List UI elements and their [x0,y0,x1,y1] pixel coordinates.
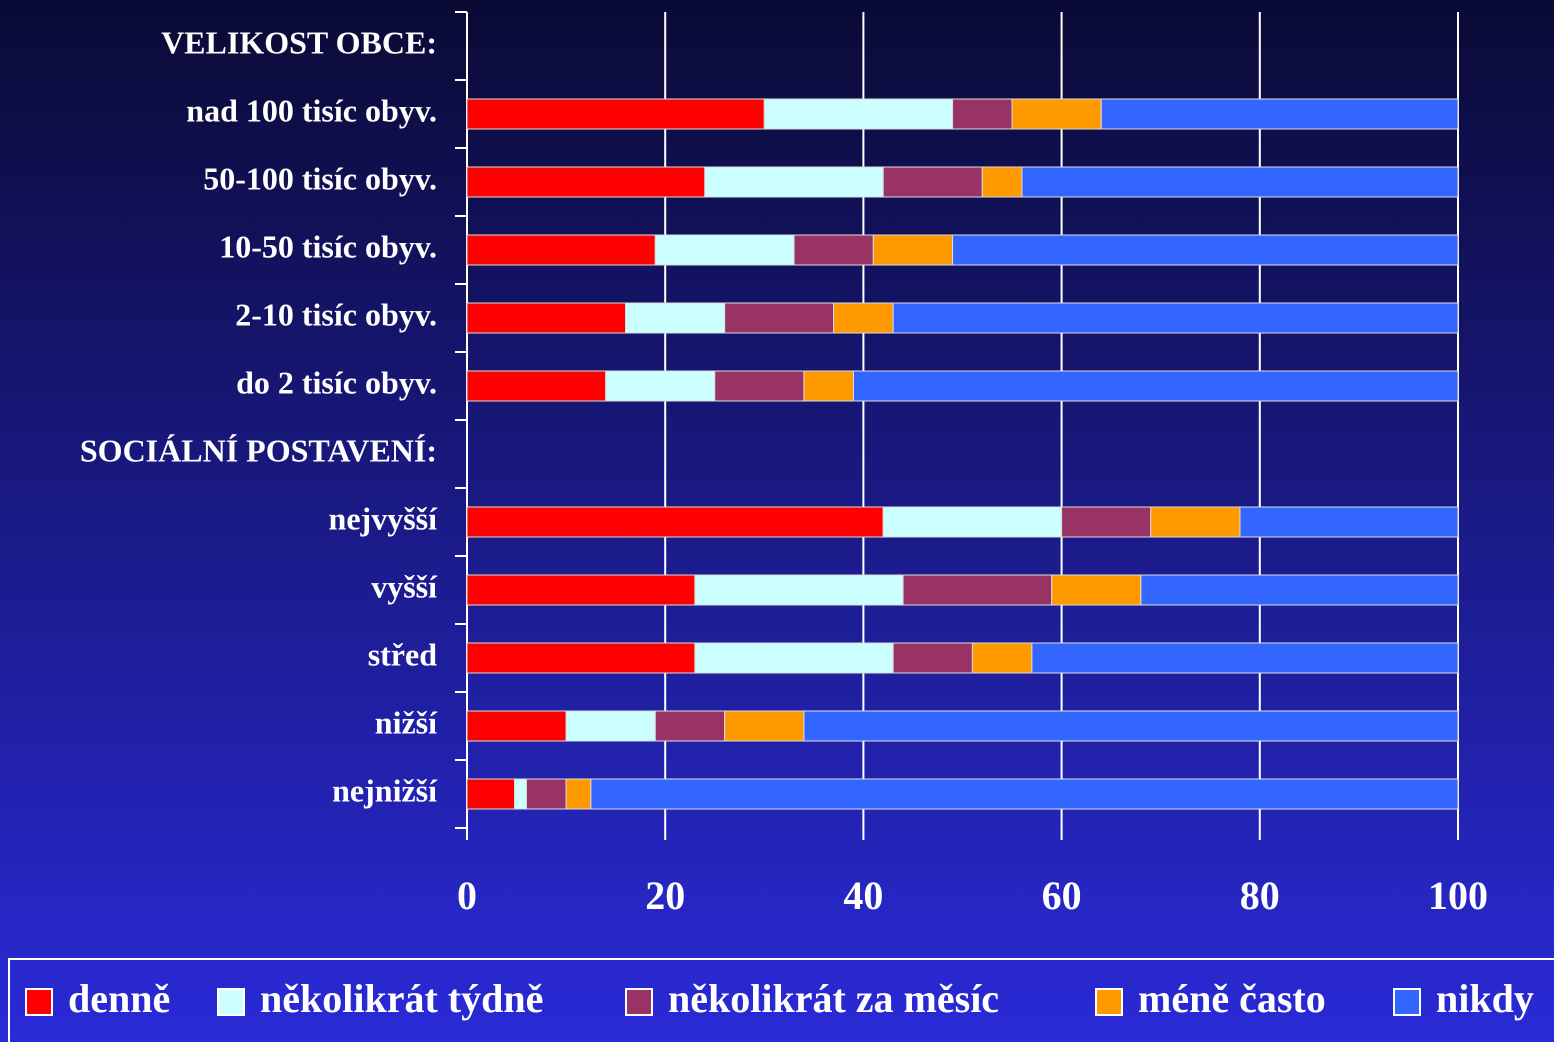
bar-segment [466,778,516,810]
bar-segment [833,302,894,334]
x-tick-label: 0 [457,873,477,918]
bar-segment [1239,506,1459,538]
bar-segment [892,302,1459,334]
bar-segment [882,506,1063,538]
y-tick-label: 50-100 tisíc obyv. [203,160,437,196]
bar-segment [971,642,1033,674]
bar-segment [466,506,884,538]
legend-label: méně často [1138,976,1326,1021]
legend-label: denně [68,976,170,1021]
bar-segment [654,710,726,742]
bar-segment [1140,574,1459,606]
x-tick-label: 80 [1240,873,1280,918]
bar-segment [1051,574,1142,606]
bar-segment [605,370,716,402]
bar-segment [882,166,983,198]
bar-segment [1021,166,1459,198]
y-tick-label: vyšší [371,568,438,604]
bar-segment [803,710,1459,742]
bar-segment [525,778,567,810]
y-tick-label: SOCIÁLNÍ POSTAVENÍ: [80,432,437,468]
bar-segment [466,98,765,130]
legend-swatch [1095,988,1123,1016]
bar-segment [793,234,874,266]
bar-segment [1031,642,1459,674]
x-tick-label: 20 [645,873,685,918]
x-tick-label: 40 [843,873,883,918]
legend-label: několikrát za měsíc [668,976,999,1021]
y-tick-label: nižší [375,704,438,740]
bar-segment [466,642,696,674]
bar-segment [466,234,656,266]
bar-segment [902,574,1053,606]
bar-segment [852,370,1459,402]
bar-segment [1150,506,1241,538]
y-tick-label: 10-50 tisíc obyv. [219,228,437,264]
bar-segment [724,710,805,742]
legend-box [8,958,1554,1042]
bar-segment [763,98,954,130]
legend-swatch [1393,988,1421,1016]
bar-segment [466,574,696,606]
y-tick-label: VELIKOST OBCE: [161,24,437,60]
bar-segment [466,302,627,334]
bar-segment [466,370,607,402]
bar-segment [466,166,706,198]
y-tick-label: 2-10 tisíc obyv. [235,296,437,332]
y-tick-label: nejvyšší [329,500,439,536]
y-tick-label: nad 100 tisíc obyv. [186,92,437,128]
y-tick-label: do 2 tisíc obyv. [236,364,437,400]
legend-swatch [625,988,653,1016]
y-tick-label: nejnižší [332,772,438,808]
bar-segment [514,778,527,810]
legend-label: nikdy [1436,976,1534,1021]
x-tick-label: 60 [1042,873,1082,918]
bar-segment [565,710,656,742]
bar-segment [654,234,795,266]
bar-segment [1061,506,1152,538]
legend-swatch [25,988,53,1016]
bar-segment [724,302,835,334]
bar-segment [952,98,1013,130]
bar-segment [952,234,1459,266]
bar-segment [565,778,592,810]
bar-segment [872,234,954,266]
bar-segment [1100,98,1459,130]
bar-segment [892,642,973,674]
bar-segment [694,642,894,674]
bar-segment [625,302,726,334]
bar-segment [590,778,1459,810]
y-tick-label: střed [368,636,438,672]
bar-segment [694,574,904,606]
legend-label: několikrát týdně [260,976,543,1021]
bar-segment [704,166,884,198]
legend-swatch [217,988,245,1016]
bar-segment [466,710,567,742]
bar-segment [714,370,805,402]
bar-segment [803,370,854,402]
bar-segment [981,166,1023,198]
x-tick-label: 100 [1428,873,1488,918]
bar-segment [1011,98,1102,130]
